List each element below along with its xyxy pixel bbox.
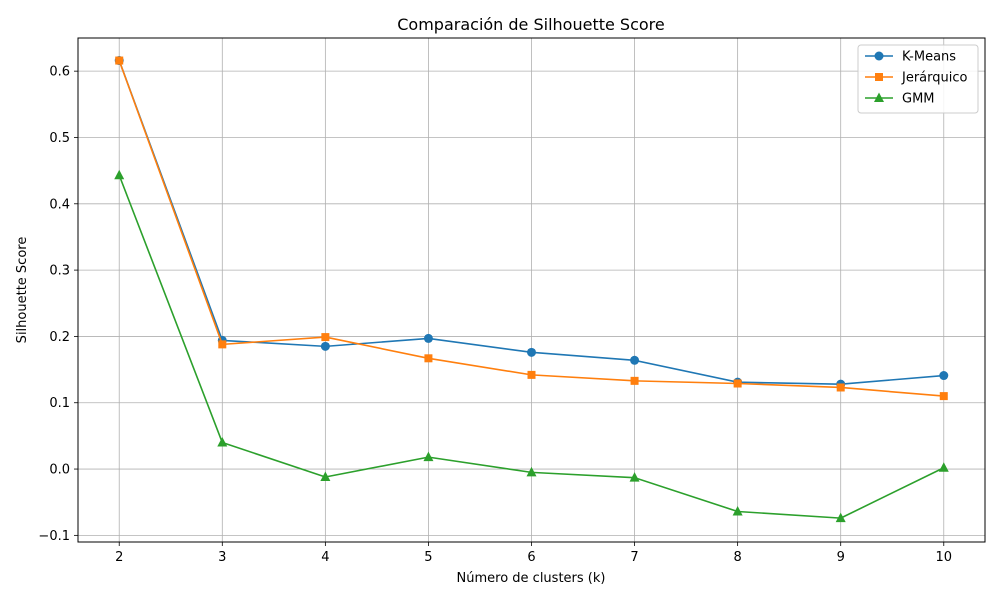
- data-point-k-means: [939, 371, 949, 381]
- legend: K-Means Jerárquico GMM: [857, 44, 979, 114]
- y-tick-label: 0.6: [49, 65, 70, 80]
- series-gmm: [114, 169, 949, 523]
- x-tick-label: 2: [115, 550, 123, 565]
- y-tick-label: 0.3: [49, 264, 70, 279]
- data-point-gmm: [835, 512, 846, 523]
- data-point-gmm: [423, 451, 434, 462]
- legend-label: GMM: [902, 92, 935, 107]
- legend-marker: [874, 51, 884, 61]
- data-point-jer-rquico: [836, 383, 845, 392]
- y-ticks: −0.1 0.0 0.1 0.2 0.3 0.4 0.5 0.6: [38, 65, 78, 544]
- data-point-jer-rquico: [115, 56, 124, 65]
- y-tick-label: 0.4: [49, 197, 70, 212]
- data-point-k-means: [320, 341, 330, 351]
- data-point-k-means: [423, 333, 433, 343]
- data-point-gmm: [732, 505, 743, 516]
- x-tick-label: 4: [321, 550, 329, 565]
- x-tick-label: 5: [424, 550, 432, 565]
- y-tick-label: −0.1: [38, 529, 70, 544]
- legend-item-k-means: K-Means: [865, 50, 956, 65]
- data-point-gmm: [938, 462, 949, 472]
- x-tick-label: 8: [733, 550, 741, 565]
- legend-item-jer-rquico: Jerárquico: [865, 71, 968, 86]
- data-point-k-means: [630, 355, 640, 365]
- x-tick-label: 9: [837, 550, 845, 565]
- data-point-jer-rquico: [733, 379, 742, 388]
- legend-marker: [874, 92, 884, 102]
- grid-lines: [78, 38, 985, 542]
- data-point-jer-rquico: [321, 333, 330, 342]
- x-tick-label: 3: [218, 550, 226, 565]
- x-tick-label: 7: [630, 550, 638, 565]
- data-point-gmm: [114, 169, 125, 180]
- x-tick-label: 6: [527, 550, 535, 565]
- data-point-gmm: [629, 472, 640, 482]
- data-point-jer-rquico: [939, 392, 948, 401]
- y-tick-label: 0.0: [49, 463, 70, 478]
- legend-box: [857, 44, 979, 114]
- y-tick-label: 0.5: [49, 131, 70, 146]
- y-axis-label: Silhouette Score: [15, 237, 30, 344]
- legend-item-gmm: GMM: [865, 92, 935, 107]
- chart-title: Comparación de Silhouette Score: [397, 15, 664, 34]
- legend-marker: [875, 73, 883, 81]
- series-jer-rquico: [115, 56, 948, 401]
- data-point-gmm: [526, 466, 537, 477]
- data-point-jer-rquico: [527, 370, 536, 379]
- data-point-jer-rquico: [630, 376, 639, 385]
- legend-label: K-Means: [902, 50, 956, 65]
- y-tick-label: 0.1: [49, 396, 70, 411]
- data-point-gmm: [217, 437, 228, 447]
- data-point-k-means: [527, 347, 536, 357]
- legend-label: Jerárquico: [901, 71, 968, 86]
- data-point-jer-rquico: [424, 354, 433, 363]
- y-tick-label: 0.2: [49, 330, 70, 345]
- data-point-gmm: [320, 471, 331, 482]
- x-ticks: 2 3 4 5 6 7 8 9 10: [115, 542, 952, 565]
- x-tick-label: 10: [935, 550, 952, 565]
- x-axis-label: Número de clusters (k): [457, 571, 606, 586]
- series-layer: [114, 56, 949, 523]
- data-point-jer-rquico: [218, 340, 227, 349]
